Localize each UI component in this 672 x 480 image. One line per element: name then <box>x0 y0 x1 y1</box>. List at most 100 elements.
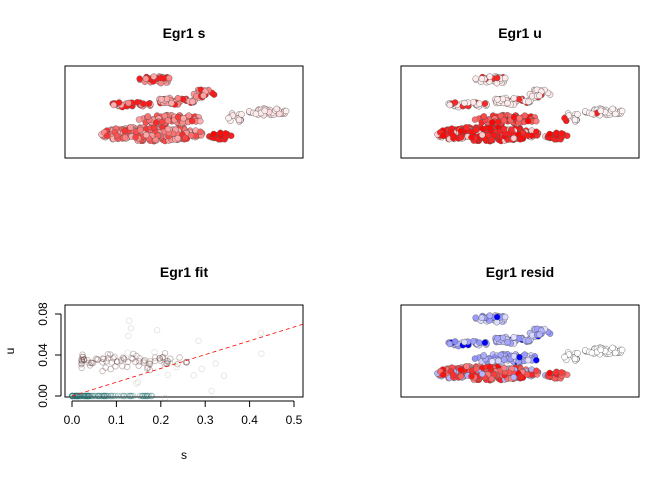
data-point <box>612 110 619 118</box>
data-point <box>85 392 93 400</box>
fit-scatter-points <box>68 317 265 402</box>
data-point <box>533 117 540 125</box>
data-point <box>164 371 171 379</box>
data-point <box>119 354 127 361</box>
data-point <box>463 363 470 370</box>
data-point <box>145 100 153 107</box>
data-point <box>136 358 143 365</box>
panel-egr1-u: Egr1 u <box>400 25 640 159</box>
data-point <box>127 124 134 131</box>
data-point <box>161 112 169 120</box>
data-point <box>146 359 153 366</box>
data-point <box>94 392 102 400</box>
data-point <box>159 354 166 361</box>
data-point <box>103 392 111 400</box>
data-point <box>525 98 532 106</box>
embedding-points-egr1-s <box>98 73 290 145</box>
fit-line <box>71 323 303 397</box>
data-point <box>127 325 135 332</box>
data-point <box>129 392 137 400</box>
data-point <box>111 353 118 360</box>
x-tick-label: 0.2 <box>152 413 169 427</box>
x-axis: 0.0 0.1 0.2 0.3 0.4 0.5 <box>64 400 303 427</box>
data-point <box>468 373 475 380</box>
data-point <box>161 350 169 357</box>
data-point <box>151 357 159 365</box>
data-point <box>210 130 217 138</box>
data-point <box>472 314 479 321</box>
data-point <box>164 357 171 365</box>
data-point <box>95 392 102 400</box>
data-point <box>74 392 82 400</box>
panel-title-egr1-resid: Egr1 resid <box>486 264 554 280</box>
panel-title-egr1-s: Egr1 s <box>163 25 206 41</box>
data-point <box>510 94 518 102</box>
data-point <box>471 355 479 362</box>
data-point <box>163 95 171 103</box>
data-point <box>110 355 117 362</box>
data-point <box>159 353 167 361</box>
panel-egr1-fit: Egr1 fit 0.0 0.1 0.2 0.3 0.4 0.5 0.00 0.04 0.08… <box>3 264 304 462</box>
data-point <box>100 355 108 363</box>
data-point <box>145 392 153 400</box>
data-point <box>84 392 91 400</box>
data-point <box>102 392 110 400</box>
data-point <box>120 392 127 400</box>
data-point <box>440 132 447 140</box>
data-point <box>144 364 152 371</box>
data-point <box>524 356 532 364</box>
data-point <box>151 354 159 361</box>
data-point <box>135 362 142 369</box>
data-point <box>127 392 134 400</box>
data-point <box>457 373 465 380</box>
data-point <box>495 118 502 126</box>
data-point <box>157 74 165 82</box>
data-point <box>524 117 532 125</box>
data-point <box>73 392 81 400</box>
data-point <box>69 392 76 400</box>
data-point <box>479 131 486 139</box>
data-point <box>140 392 147 400</box>
data-point <box>273 105 280 113</box>
panel-egr1-resid: Egr1 resid <box>400 264 640 398</box>
data-point <box>87 359 95 366</box>
data-point <box>109 392 117 400</box>
data-point <box>84 356 91 364</box>
data-point <box>276 110 283 118</box>
data-point <box>525 337 532 344</box>
data-point <box>136 75 143 82</box>
data-point <box>468 134 475 141</box>
data-point <box>197 117 204 125</box>
data-point <box>153 327 161 334</box>
data-point <box>75 392 83 400</box>
data-point <box>588 349 596 356</box>
data-point <box>164 117 172 124</box>
data-point <box>132 358 139 366</box>
y-tick-label: 0.08 <box>36 302 50 326</box>
data-point <box>126 392 133 400</box>
x-axis-label: s <box>181 448 187 462</box>
data-point <box>235 116 243 124</box>
data-point <box>80 392 88 400</box>
data-point <box>197 128 204 136</box>
data-point <box>113 358 121 366</box>
data-point <box>500 364 508 372</box>
data-point <box>187 132 195 139</box>
data-point <box>111 392 119 400</box>
panel-egr1-s: Egr1 s <box>64 25 304 159</box>
data-point <box>176 354 183 361</box>
data-point <box>183 359 190 366</box>
data-point <box>481 100 489 107</box>
data-point <box>510 134 517 142</box>
data-point <box>188 117 196 125</box>
data-point <box>118 392 125 400</box>
data-point <box>75 392 82 400</box>
data-point <box>182 359 190 366</box>
data-point <box>546 369 553 377</box>
data-point <box>86 362 94 369</box>
data-point <box>179 96 187 103</box>
data-point <box>89 359 96 367</box>
data-point <box>133 352 140 360</box>
data-point <box>510 113 518 121</box>
